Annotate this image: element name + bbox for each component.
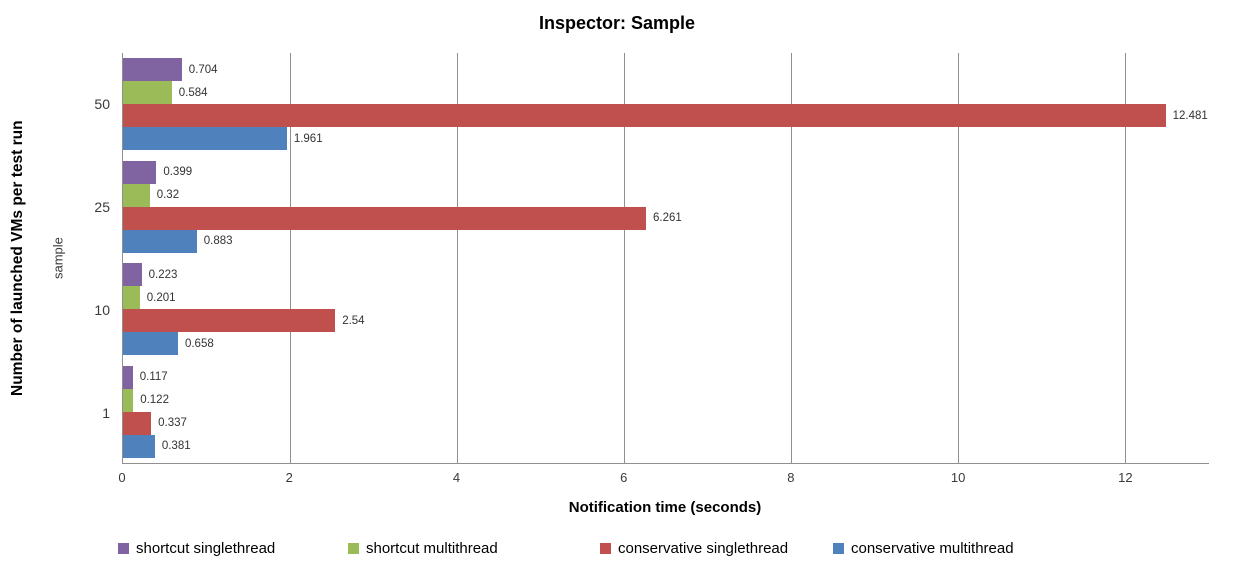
legend-swatch-icon [118, 543, 129, 554]
legend-item-shortcut-singlethread: shortcut singlethread [118, 540, 275, 557]
bar-value-label: 0.658 [184, 337, 214, 350]
bar-conservative-singlethread-50 [123, 104, 1166, 128]
bar-shortcut-multithread-25 [123, 183, 150, 207]
bar-row: 0.201 [123, 286, 1209, 310]
chart-title: Inspector: Sample [538, 13, 696, 33]
bar-shortcut-multithread-10 [123, 286, 140, 310]
bar-conservative-multithread-10 [123, 332, 178, 356]
legend-swatch-icon [348, 543, 359, 554]
x-axis-tick-labels: 0 2 4 6 8 10 12 [118, 470, 1209, 488]
gridline-6 [624, 53, 626, 463]
bar-value-label: 0.117 [139, 371, 168, 384]
bar-value-label: 0.584 [178, 86, 208, 99]
bar-conservative-multithread-25 [123, 229, 197, 253]
y-axis-tick-labels: 50 25 10 1 [58, 53, 112, 464]
gridline-10 [958, 53, 960, 463]
legend-item-conservative-singlethread: conservative singlethread [600, 540, 788, 557]
x-axis-title: Notification time (seconds) [568, 499, 762, 516]
x-tick-label-8: 8 [787, 470, 795, 485]
bar-value-label: 0.201 [146, 291, 176, 304]
bar-value-label: 0.122 [140, 394, 169, 407]
y-tick-label-50: 50 [94, 96, 110, 113]
bar-value-label: 0.704 [188, 63, 218, 76]
bar-row: 12.481 [123, 104, 1209, 128]
bar-row: 0.381 [123, 434, 1209, 458]
bar-value-label: 0.337 [158, 417, 187, 430]
bar-row: 0.337 [123, 411, 1209, 435]
bar-row: 0.399 [123, 160, 1209, 184]
gridline-8 [791, 53, 793, 463]
bar-shortcut-singlethread-1 [123, 365, 133, 389]
gridline-2 [290, 53, 292, 463]
legend-swatch-icon [600, 543, 611, 554]
legend-label: conservative singlethread [618, 540, 789, 557]
gridline-12 [1125, 53, 1127, 463]
bar-row: 2.54 [123, 309, 1209, 333]
bar-row: 6.261 [123, 206, 1209, 230]
bar-shortcut-singlethread-50 [123, 58, 182, 82]
bar-value-label: 0.883 [203, 235, 233, 248]
bar-row: 1.961 [123, 127, 1209, 151]
bar-conservative-multithread-50 [123, 127, 287, 151]
bar-conservative-multithread-1 [123, 434, 155, 458]
y-tick-label-25: 25 [94, 199, 110, 216]
legend: shortcut singlethread shortcut multithrea… [0, 540, 1234, 564]
plot-area: 0.704 0.584 12.481 1.961 0.399 0.32 6.261 0.883… [122, 53, 1209, 464]
bar-value-label: 0.32 [156, 189, 180, 202]
gridline-4 [457, 53, 459, 463]
bar-shortcut-multithread-1 [123, 388, 134, 412]
bar-group-10: 0.223 0.201 2.54 0.658 [123, 258, 1209, 361]
bar-shortcut-multithread-50 [123, 81, 172, 105]
legend-swatch-icon [833, 543, 844, 554]
bar-value-label: 0.399 [163, 166, 193, 179]
bar-conservative-singlethread-10 [123, 309, 336, 333]
bar-conservative-singlethread-1 [123, 411, 152, 435]
bar-group-50: 0.704 0.584 12.481 1.961 [123, 53, 1209, 156]
legend-label: shortcut multithread [366, 540, 498, 557]
bar-row: 0.122 [123, 388, 1209, 412]
x-tick-label-0: 0 [118, 470, 126, 485]
y-tick-label-10: 10 [94, 301, 110, 318]
x-tick-label-2: 2 [285, 470, 293, 485]
bar-row: 0.117 [123, 365, 1209, 389]
bar-group-1: 0.117 0.122 0.337 0.381 [123, 361, 1209, 464]
x-tick-label-6: 6 [620, 470, 628, 485]
bar-value-label: 2.54 [342, 314, 365, 327]
y-tick-label-1: 1 [102, 404, 110, 421]
bar-row: 0.883 [123, 229, 1209, 253]
bar-group-25: 0.399 0.32 6.261 0.883 [123, 156, 1209, 259]
legend-label: shortcut singlethread [136, 540, 276, 557]
bar-value-label: 0.223 [148, 268, 178, 281]
bar-row: 0.584 [123, 81, 1209, 105]
bar-value-label: 6.261 [653, 212, 682, 225]
x-tick-label-12: 12 [1118, 470, 1133, 485]
bar-value-label: 12.481 [1172, 109, 1208, 122]
bar-shortcut-singlethread-25 [123, 160, 157, 184]
bar-value-label: 0.381 [161, 440, 191, 453]
bar-row: 0.223 [123, 263, 1209, 287]
bar-row: 0.32 [123, 183, 1209, 207]
legend-item-shortcut-multithread: shortcut multithread [348, 540, 498, 557]
y-axis-title: Number of launched VMs per test run [9, 120, 26, 397]
x-tick-label-10: 10 [950, 470, 966, 485]
bar-row: 0.704 [123, 58, 1209, 82]
legend-label: conservative multithread [851, 540, 1014, 557]
bar-value-label: 1.961 [293, 132, 323, 145]
bar-shortcut-singlethread-10 [123, 263, 142, 287]
x-tick-label-4: 4 [452, 470, 461, 485]
bar-conservative-singlethread-25 [123, 206, 647, 230]
legend-item-conservative-multithread: conservative multithread [833, 540, 1014, 557]
bar-row: 0.658 [123, 332, 1209, 356]
